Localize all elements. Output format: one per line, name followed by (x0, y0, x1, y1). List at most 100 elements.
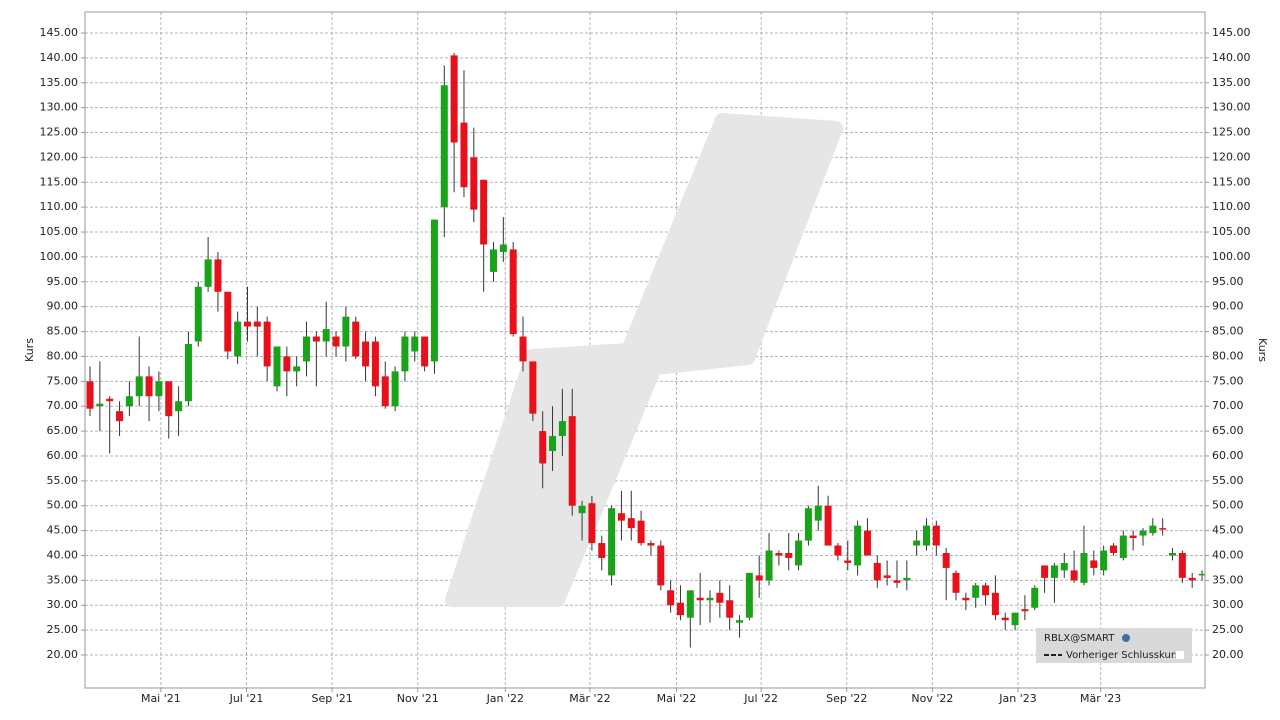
candle-body (430, 219, 438, 362)
candle-body (755, 575, 763, 581)
candle-body (1090, 560, 1098, 568)
candle-body (509, 249, 517, 335)
candle-body (303, 336, 311, 362)
y2-tick-label: 60.00 (1212, 449, 1244, 462)
candle-body (608, 508, 616, 576)
candle-body (440, 85, 448, 208)
y2-axis-title: Kurs (1256, 338, 1269, 362)
candle-body (804, 508, 812, 541)
y2-tick-label: 70.00 (1212, 399, 1244, 412)
candle-body (1188, 577, 1196, 581)
candle-body (1011, 612, 1019, 626)
legend-label: RBLX@SMART (1044, 633, 1115, 644)
x-tick-label: Mai '21 (141, 692, 181, 705)
y2-tick-label: 45.00 (1212, 524, 1244, 537)
y2-tick-label: 25.00 (1212, 623, 1244, 636)
candle-body (96, 403, 104, 407)
candle-body (568, 416, 576, 506)
candle-body (1070, 570, 1078, 581)
y-tick-label: 80.00 (47, 349, 79, 362)
y2-tick-label: 75.00 (1212, 374, 1244, 387)
plot-border (84, 11, 1206, 689)
candle-body (1080, 552, 1088, 583)
y2-tick-label: 85.00 (1212, 325, 1244, 338)
candle-body (903, 577, 911, 581)
candle-body (116, 411, 124, 422)
x-tick-label: Mär '23 (1080, 692, 1121, 705)
x-tick-label: Jan '22 (486, 692, 524, 705)
candle-body (204, 259, 212, 287)
y2-tick-label: 120.00 (1212, 150, 1251, 163)
candle-body (499, 244, 507, 252)
candle-body (539, 431, 547, 464)
candle-body (883, 575, 891, 578)
candle-body (824, 505, 832, 546)
x-tick-label: Mai '22 (657, 692, 697, 705)
candle-body (834, 545, 842, 556)
candle-body (962, 597, 970, 601)
y2-tick-label: 110.00 (1212, 200, 1251, 213)
candle-body (1129, 535, 1137, 539)
y2-tick-label: 95.00 (1212, 275, 1244, 288)
candle-body (1198, 573, 1206, 576)
y-tick-label: 65.00 (47, 424, 79, 437)
candle-body (814, 505, 822, 521)
candle-body (598, 543, 606, 558)
y-tick-label: 100.00 (40, 250, 79, 263)
candle-body (352, 321, 360, 357)
x-tick-label: Mär '22 (569, 692, 610, 705)
y-tick-label: 45.00 (47, 524, 79, 537)
candle-body (135, 376, 143, 397)
candle-body (795, 540, 803, 566)
candle-body (243, 321, 251, 327)
candle-body (785, 552, 793, 558)
y2-tick-label: 55.00 (1212, 474, 1244, 487)
candle-body (657, 545, 665, 586)
legend: RBLX@SMART Vorheriger Schlusskurs (1036, 628, 1192, 663)
x-tick-label: Nov '22 (911, 692, 953, 705)
y2-tick-label: 30.00 (1212, 598, 1244, 611)
candle-body (982, 585, 990, 596)
candle-body (165, 381, 173, 417)
candle-body (450, 55, 458, 143)
y-tick-label: 130.00 (40, 101, 79, 114)
y2-tick-label: 135.00 (1212, 76, 1251, 89)
y-tick-label: 95.00 (47, 275, 79, 288)
candle-body (1031, 587, 1039, 608)
candle-body (421, 336, 429, 367)
candle-body (972, 585, 980, 598)
candle-body (391, 371, 399, 407)
candle-body (775, 552, 783, 556)
candle-body (155, 381, 163, 397)
y2-tick-label: 40.00 (1212, 548, 1244, 561)
x-tick-label: Nov '21 (397, 692, 439, 705)
candle-body (253, 321, 261, 327)
candle-body (647, 543, 655, 546)
candle-body (224, 291, 232, 352)
candle-body (923, 525, 931, 546)
candle-body (913, 540, 921, 546)
y2-tick-label: 145.00 (1212, 26, 1251, 39)
y2-tick-label: 115.00 (1212, 175, 1251, 188)
y2-tick-label: 50.00 (1212, 499, 1244, 512)
legend-icon (1122, 634, 1130, 642)
candles (86, 52, 1206, 648)
candle-body (1139, 530, 1147, 536)
x-tick-label: Sep '22 (826, 692, 867, 705)
candle-body (125, 396, 133, 407)
candle-body (234, 321, 242, 357)
candle-body (588, 503, 596, 544)
x-tick-label: Sep '21 (311, 692, 352, 705)
y2-tick-label: 130.00 (1212, 101, 1251, 114)
candle-body (519, 336, 527, 362)
candle-body (322, 329, 330, 342)
candle-body (283, 356, 291, 372)
y-tick-label: 115.00 (40, 175, 79, 188)
candle-body (342, 316, 350, 347)
candle-body (1178, 552, 1186, 578)
candle-body (686, 590, 694, 618)
candle-body (175, 401, 183, 412)
y-tick-label: 55.00 (47, 474, 79, 487)
y-tick-label: 110.00 (40, 200, 79, 213)
candle-body (263, 321, 271, 367)
